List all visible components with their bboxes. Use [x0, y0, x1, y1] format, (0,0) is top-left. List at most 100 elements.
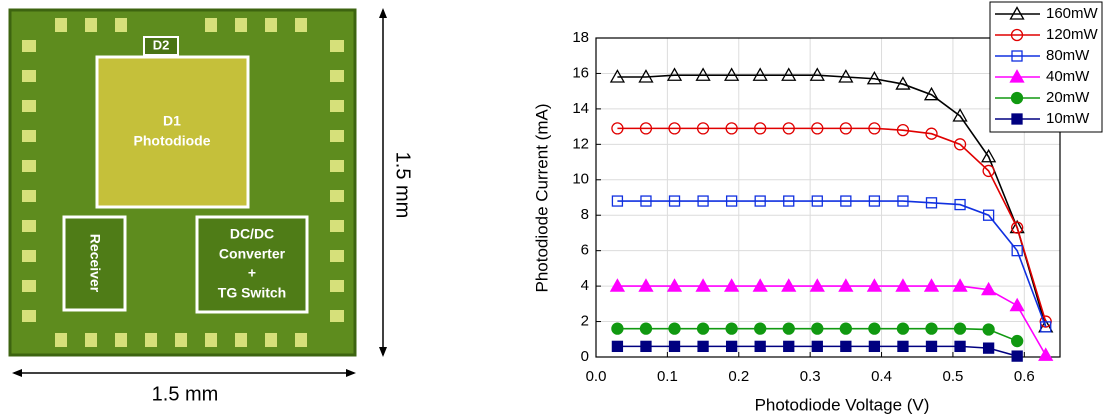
- marker: [1010, 28, 1024, 42]
- height-label: 1.5 mm: [392, 152, 414, 219]
- marker: [925, 197, 938, 209]
- marker: [754, 340, 766, 353]
- x-tick-label: 0.1: [657, 368, 678, 385]
- marker: [752, 278, 768, 292]
- chip-photo: D2 D1 Photodiode Receiver DC/DC Converte…: [8, 8, 414, 405]
- marker: [982, 209, 995, 221]
- marker: [925, 322, 938, 335]
- marker: [866, 278, 883, 292]
- marker: [839, 322, 852, 335]
- series-line: [617, 285, 1047, 356]
- marker: [725, 122, 738, 135]
- marker: [609, 278, 626, 292]
- marker: [952, 108, 968, 122]
- marker: [1011, 113, 1023, 125]
- x-tick-label: 0.5: [942, 368, 963, 385]
- converter-label: TG Switch: [218, 285, 286, 301]
- legend-label: 10mW: [1046, 110, 1090, 127]
- marker: [638, 278, 654, 292]
- marker: [1011, 221, 1024, 234]
- y-tick-label: 10: [572, 171, 589, 188]
- marker: [638, 69, 654, 83]
- marker: [840, 340, 852, 353]
- marker: [981, 148, 997, 163]
- y-tick-label: 6: [581, 242, 589, 259]
- marker: [611, 195, 624, 207]
- marker: [923, 86, 940, 101]
- x-tick-label: 0.3: [800, 368, 821, 385]
- y-tick-label: 4: [581, 277, 589, 294]
- marker: [782, 322, 795, 335]
- marker: [896, 322, 910, 335]
- converter-block: [195, 215, 309, 314]
- x-tick-label: 0.6: [1014, 368, 1035, 385]
- marker: [697, 340, 709, 353]
- marker: [895, 76, 911, 90]
- x-axis-title: Photodiode Voltage (V): [755, 395, 930, 414]
- marker: [611, 340, 624, 353]
- y-axis-title: Photodiode Current (mA): [532, 104, 551, 293]
- marker: [639, 322, 653, 335]
- marker: [868, 340, 881, 353]
- converter-label: Converter: [219, 246, 286, 262]
- marker: [811, 122, 824, 135]
- marker: [611, 122, 624, 135]
- marker: [811, 195, 823, 207]
- photodiode-d2: [143, 36, 179, 56]
- marker: [783, 195, 795, 207]
- marker: [925, 340, 938, 353]
- marker: [1011, 350, 1023, 362]
- marker: [954, 340, 966, 353]
- y-tick-label: 18: [572, 29, 589, 46]
- pads: [22, 18, 344, 347]
- marker: [611, 322, 624, 335]
- marker: [668, 122, 681, 135]
- marker: [868, 322, 881, 335]
- marker: [838, 69, 854, 83]
- legend-label: 160mW: [1046, 5, 1099, 22]
- marker: [782, 122, 795, 135]
- marker: [695, 67, 711, 81]
- marker: [754, 322, 767, 335]
- marker: [952, 278, 968, 292]
- x-tick-label: 0.2: [728, 368, 749, 385]
- marker: [725, 340, 738, 353]
- marker: [752, 67, 768, 81]
- d1-label: D1: [163, 113, 181, 129]
- converter-label: DC/DC: [230, 226, 274, 242]
- marker: [1009, 6, 1025, 20]
- marker: [639, 122, 653, 135]
- marker: [982, 342, 995, 354]
- marker: [666, 278, 683, 292]
- marker: [668, 322, 681, 335]
- y-tick-label: 14: [572, 100, 589, 117]
- marker: [725, 322, 738, 335]
- x-tick-label: 0.4: [871, 368, 892, 385]
- marker: [1011, 50, 1023, 62]
- y-tick-label: 8: [581, 206, 589, 223]
- marker: [1010, 91, 1024, 105]
- marker: [925, 127, 938, 140]
- marker: [897, 340, 909, 353]
- marker: [754, 122, 767, 135]
- marker: [982, 323, 995, 336]
- marker: [724, 278, 740, 292]
- marker: [695, 278, 711, 292]
- legend-label: 120mW: [1046, 26, 1099, 43]
- y-tick-label: 16: [572, 64, 589, 81]
- y-tick-label: 12: [572, 135, 589, 152]
- marker: [1038, 347, 1054, 361]
- marker: [896, 124, 910, 137]
- marker: [1011, 334, 1024, 348]
- marker: [725, 195, 738, 207]
- marker: [839, 122, 852, 135]
- marker: [953, 138, 967, 151]
- marker: [696, 122, 710, 135]
- marker: [1009, 69, 1025, 83]
- plot-frame: [595, 37, 1061, 358]
- marker: [696, 322, 710, 335]
- marker: [1011, 245, 1023, 257]
- marker: [1009, 297, 1025, 312]
- marker: [1040, 321, 1052, 333]
